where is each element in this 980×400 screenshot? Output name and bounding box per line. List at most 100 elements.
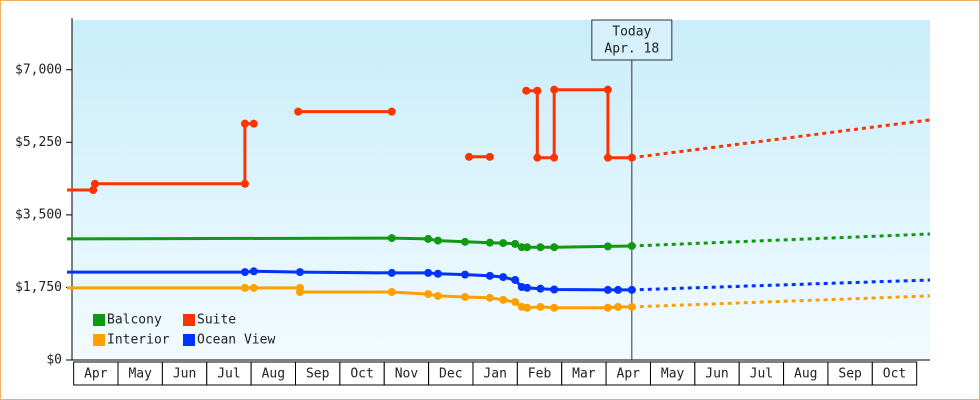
point	[523, 303, 532, 312]
legend-label: Balcony	[107, 313, 162, 328]
point	[511, 297, 520, 306]
point	[249, 283, 258, 292]
point	[627, 153, 636, 162]
point	[614, 302, 623, 311]
series-line	[67, 269, 632, 292]
point	[533, 86, 542, 95]
point	[536, 284, 545, 293]
y-tick-label: $3,500	[15, 207, 62, 222]
point	[536, 243, 545, 252]
x-tick-label: Oct	[350, 367, 373, 382]
x-tick-label: Jun	[705, 367, 728, 382]
point	[550, 303, 559, 312]
x-tick-label: Nov	[395, 367, 419, 382]
point	[511, 275, 520, 284]
point	[603, 242, 612, 251]
point	[387, 268, 396, 277]
legend-label: Ocean View	[197, 333, 275, 348]
point	[387, 107, 396, 116]
x-tick-label: May	[128, 367, 152, 382]
projection-line	[631, 294, 931, 309]
point	[511, 239, 520, 248]
point	[499, 295, 508, 304]
point	[90, 179, 99, 188]
point	[536, 302, 545, 311]
x-tick-label: May	[661, 367, 685, 382]
x-tick-label: Mar	[572, 367, 596, 382]
x-tick-label: Feb	[528, 367, 552, 382]
x-tick-label: Jan	[483, 367, 506, 382]
legend-label: Interior	[107, 333, 170, 348]
today-label: Apr. 18	[604, 42, 659, 57]
point	[485, 271, 494, 280]
projection-line	[631, 118, 931, 160]
point	[240, 283, 249, 292]
legend-swatch	[93, 314, 105, 326]
x-tick-label: Aug	[794, 367, 817, 382]
point	[485, 238, 494, 247]
point	[295, 288, 304, 296]
legend-swatch	[183, 334, 195, 346]
point	[433, 291, 442, 300]
x-tick-label: Dec	[439, 367, 462, 382]
x-tick-label: Sep	[838, 367, 862, 382]
point	[461, 270, 470, 279]
point	[485, 293, 494, 302]
legend-label: Suite	[197, 313, 236, 328]
point	[603, 153, 612, 162]
y-tick-label: $5,250	[15, 135, 62, 150]
point	[550, 285, 559, 294]
point	[387, 234, 396, 243]
y-tick-label: $1,750	[15, 280, 62, 295]
point	[240, 179, 249, 188]
point	[464, 152, 473, 161]
projection-line	[631, 278, 931, 292]
point	[499, 239, 508, 248]
point	[295, 268, 304, 277]
point	[387, 288, 396, 296]
x-tick-label: Jul	[217, 367, 240, 382]
point	[249, 119, 258, 128]
legend-swatch	[93, 334, 105, 346]
point	[627, 285, 636, 294]
point	[550, 243, 559, 252]
point	[424, 234, 433, 243]
x-tick-label: Jun	[173, 367, 196, 382]
point	[614, 285, 623, 294]
point	[603, 285, 612, 294]
x-tick-label: Apr	[84, 367, 108, 382]
x-tick-label: Oct	[883, 367, 906, 382]
y-tick-label: $0	[46, 353, 62, 368]
x-tick-label: Jul	[750, 367, 773, 382]
point	[433, 269, 442, 278]
point	[424, 290, 433, 299]
point	[240, 119, 249, 128]
today-label: Today	[612, 25, 651, 40]
point	[523, 283, 532, 292]
point	[603, 303, 612, 312]
point	[249, 267, 258, 276]
x-tick-box	[871, 361, 918, 386]
point	[461, 237, 470, 246]
plot-area	[72, 20, 930, 360]
point	[627, 302, 636, 311]
point	[294, 107, 303, 116]
x-tick-label: Sep	[306, 367, 330, 382]
point	[603, 85, 612, 94]
series-line	[67, 88, 632, 192]
today-box	[591, 19, 673, 61]
point	[485, 152, 494, 161]
point	[89, 186, 98, 194]
point	[499, 273, 508, 282]
point	[461, 292, 470, 301]
x-tick-label: Apr	[617, 367, 641, 382]
point	[523, 243, 532, 252]
point	[550, 153, 559, 162]
y-tick-label: $7,000	[15, 62, 62, 77]
point	[240, 268, 249, 277]
point	[550, 85, 559, 94]
point	[627, 241, 636, 250]
legend-swatch	[183, 314, 195, 326]
point	[522, 86, 531, 95]
